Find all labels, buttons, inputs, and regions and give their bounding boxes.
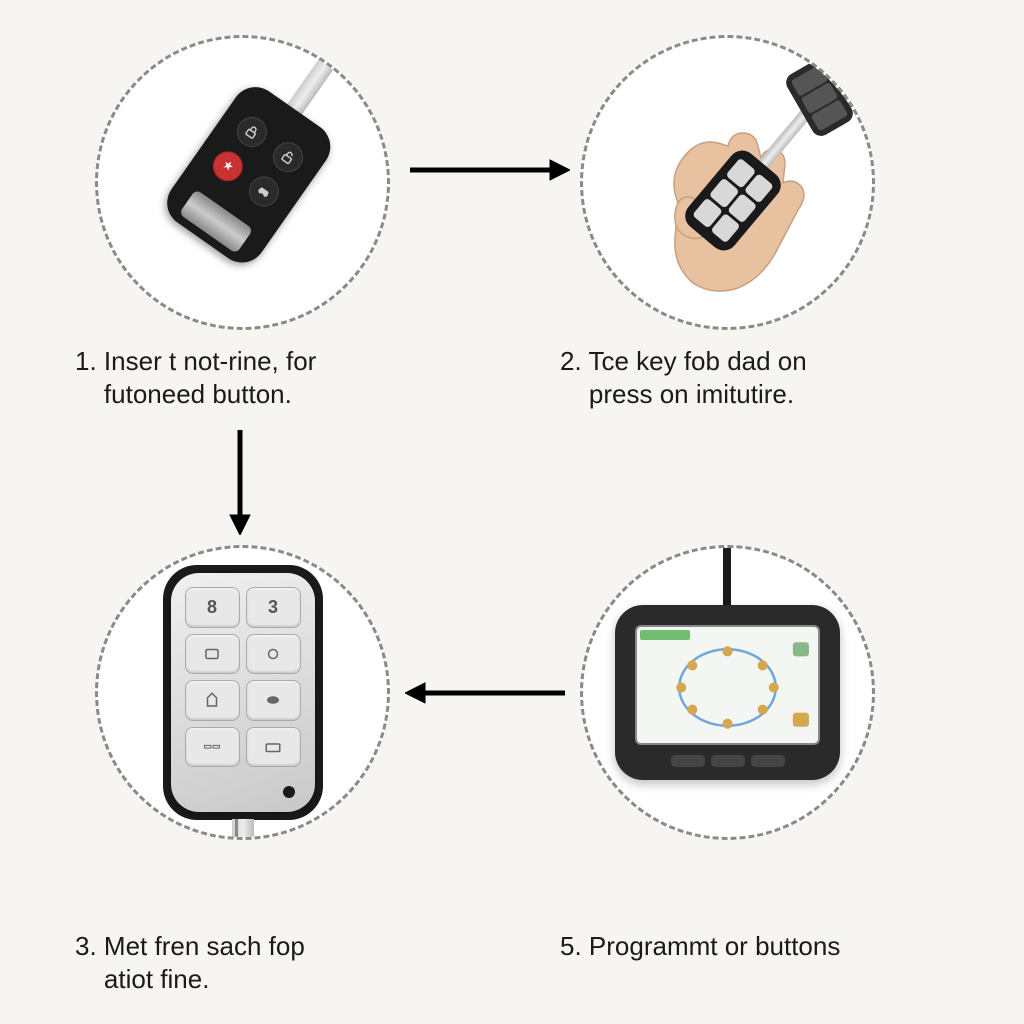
keyfob-body	[157, 77, 339, 271]
caption-line1: Inser t not-rine, for	[104, 346, 316, 376]
device-screen	[635, 625, 820, 745]
step-number: 1.	[75, 346, 97, 376]
fob-button-3: 3	[246, 587, 301, 628]
step-3-frame: 8 3 ▭▭	[95, 545, 390, 840]
step-number: 5.	[560, 931, 582, 961]
keyfob-hinge	[178, 189, 253, 254]
fob-button: ▭▭	[185, 727, 240, 768]
caption-line1: Met fren sach fop	[104, 931, 305, 961]
step-number: 3.	[75, 931, 97, 961]
step-2-frame	[580, 35, 875, 330]
step-1-caption: 1. Inser t not-rine, for futoneed button…	[75, 345, 316, 410]
step-number: 2.	[560, 346, 582, 376]
caption-line2: atiot fine.	[104, 964, 210, 994]
caption-line1: Tce key fob dad on	[588, 346, 806, 376]
caption-line2: futoneed button.	[104, 379, 292, 409]
arrow-1-to-3	[225, 425, 255, 535]
chrome-keyfob: 8 3 ▭▭	[163, 565, 323, 820]
caption-line2: press on imitutire.	[589, 379, 794, 409]
step-4-frame	[580, 545, 875, 840]
device-button	[751, 755, 785, 767]
arrow-1-to-2	[405, 155, 570, 185]
lock-button-icon	[231, 110, 273, 152]
step-3-caption: 3. Met fren sach fop atiot fine.	[75, 930, 305, 995]
hand-holding-fob	[583, 38, 872, 327]
fob-button	[185, 680, 240, 721]
fob-button-8: 8	[185, 587, 240, 628]
fob-button	[185, 634, 240, 675]
trunk-button-icon	[242, 170, 284, 212]
device-button	[711, 755, 745, 767]
panic-button-icon	[206, 145, 248, 187]
device-button-row	[635, 755, 820, 767]
caption-line1: Programmt or buttons	[589, 931, 840, 961]
unlock-button-icon	[267, 136, 309, 178]
diagnostic-device	[615, 605, 840, 780]
fob-indicator-dot	[283, 786, 295, 798]
arrow-4-to-3	[405, 678, 570, 708]
step-4-caption: 5. Programmt or buttons	[560, 930, 840, 963]
fob-button	[246, 634, 301, 675]
fob-button	[246, 727, 301, 768]
key-blade	[232, 819, 254, 840]
step-1-frame	[95, 35, 390, 330]
fob-button	[246, 680, 301, 721]
device-button	[671, 755, 705, 767]
step-2-caption: 2. Tce key fob dad on press on imitutire…	[560, 345, 807, 410]
keyfob-1	[146, 77, 339, 288]
